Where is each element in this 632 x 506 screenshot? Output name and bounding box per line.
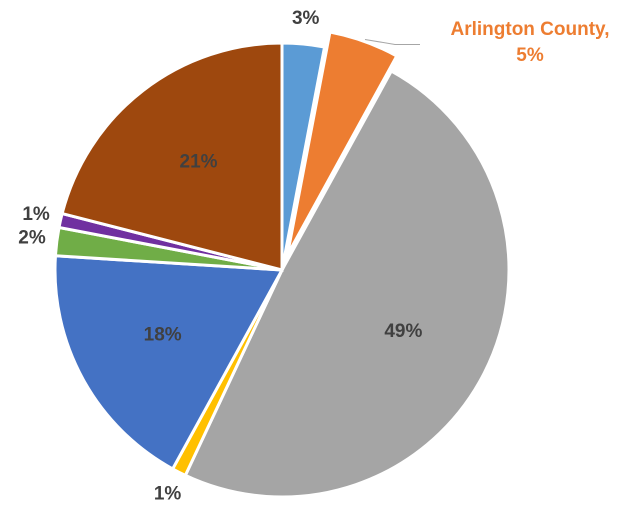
data-label: 3%	[292, 8, 320, 29]
pie-slice	[53, 254, 285, 471]
category-label: Arlington County,	[450, 19, 609, 40]
leader-line	[364, 38, 420, 45]
data-label: 49%	[384, 321, 422, 342]
data-label: 1%	[154, 484, 182, 505]
pie-slice	[183, 69, 511, 499]
pie-slice	[285, 30, 399, 256]
data-label: 18%	[144, 325, 182, 346]
data-label: 1%	[22, 204, 50, 225]
pie-slice	[60, 41, 284, 272]
data-label: 5%	[516, 45, 544, 66]
data-label: 21%	[180, 151, 218, 172]
data-label: 2%	[18, 227, 46, 248]
